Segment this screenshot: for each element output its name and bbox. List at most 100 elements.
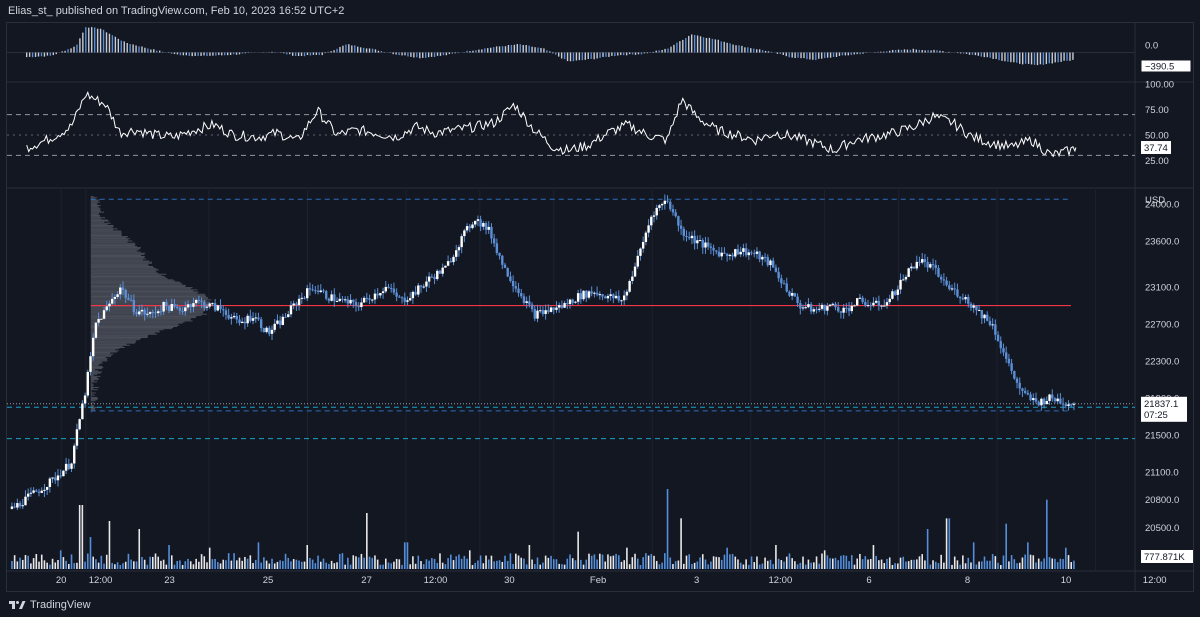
candle-body [950, 288, 954, 290]
candle-body [232, 315, 236, 318]
candle-body [628, 281, 631, 292]
candle-body [818, 308, 821, 310]
candle-body [146, 313, 149, 315]
candle-body [585, 290, 588, 298]
candle-body [774, 267, 778, 272]
candle-body [1045, 400, 1049, 405]
candle-body [246, 315, 249, 324]
candle-body [143, 309, 146, 315]
candle-body [904, 276, 908, 280]
candle-body [484, 223, 488, 230]
candle-body [441, 267, 444, 274]
candle-body [655, 207, 658, 216]
candle-body [604, 296, 607, 299]
candle-body [864, 302, 867, 306]
candle-body [622, 295, 626, 301]
candle-body [896, 289, 900, 295]
candle-body [601, 294, 604, 297]
candle-body [969, 303, 973, 308]
candle-body [723, 252, 726, 254]
candle-body [132, 300, 136, 313]
candle-body [658, 205, 661, 208]
candle-body [341, 298, 344, 300]
candle-body [200, 300, 203, 302]
candle-body [1007, 358, 1011, 364]
candle-body [753, 253, 756, 255]
rsi-line [26, 91, 1077, 158]
candle-body [1034, 398, 1038, 402]
candle-body [579, 293, 583, 300]
candle-body [872, 302, 875, 306]
candle-body [641, 241, 645, 249]
candle-body [541, 310, 545, 314]
candle-body [73, 445, 76, 464]
candle-body [254, 317, 257, 319]
candle-body [175, 306, 179, 308]
candle-body [679, 225, 683, 229]
candle-body [807, 304, 810, 308]
candle-body [788, 291, 791, 296]
candle-body [1048, 394, 1051, 401]
volume-last-badge [1141, 550, 1193, 563]
candle-body [669, 201, 672, 210]
candle-body [330, 294, 333, 301]
candle-body [346, 299, 350, 304]
candle-body [75, 429, 79, 446]
volume-bars [11, 489, 1075, 569]
price-tick-label: 24000.0 [1145, 199, 1179, 210]
candle-body [297, 298, 301, 306]
candlesticks [10, 194, 1076, 510]
candle-body [238, 319, 241, 324]
candle-body [224, 310, 228, 315]
candle-body [815, 309, 818, 311]
candle-body [796, 296, 799, 303]
candle-body [436, 270, 439, 280]
candle-body [449, 261, 453, 263]
candle-body [360, 302, 363, 308]
candle-body [167, 305, 171, 311]
candle-body [961, 298, 965, 300]
candle-body [119, 287, 122, 295]
candle-body [547, 310, 550, 312]
last-price-label: 21837.1 [1144, 399, 1178, 410]
candle-body [945, 280, 948, 286]
candle-body [1040, 398, 1043, 406]
candle-body [1051, 394, 1054, 399]
candle-body [671, 209, 675, 213]
candle-body [555, 307, 558, 310]
candle-body [869, 305, 872, 307]
publisher-line: Elias_st_ published on TradingView.com, … [8, 5, 345, 17]
candle-body [333, 294, 336, 302]
candle-body [194, 299, 198, 304]
candle-body [45, 486, 49, 490]
candle-body [606, 295, 610, 299]
candle-body [265, 327, 268, 333]
candle-body [438, 270, 442, 274]
candle-body [349, 299, 352, 304]
time-tick-label: 8 [965, 575, 970, 586]
grid [60, 190, 1097, 571]
candle-body [717, 251, 721, 257]
candle-body [314, 290, 317, 292]
candle-body [379, 293, 382, 296]
candle-body [48, 478, 52, 487]
candle-body [696, 240, 699, 244]
candle-body [151, 312, 155, 314]
tradingview-logo-icon [9, 601, 26, 609]
footer[interactable]: TradingView [8, 598, 91, 612]
chart-canvas[interactable]: 0.0 −390.5 100.00 75.00 50.00 25.00 37.74 USD24… [7, 23, 1193, 591]
candle-body [883, 305, 886, 307]
chart-area[interactable]: 0.0 −390.5 100.00 75.00 50.00 25.00 37.74 USD 24… [6, 22, 1194, 592]
candle-body [682, 228, 685, 236]
candle-body [365, 297, 369, 299]
candle-body [276, 320, 279, 324]
candle-body [398, 296, 401, 298]
candle-body [222, 309, 225, 311]
candle-body [10, 506, 14, 509]
time-tick-label: 12:00 [424, 575, 448, 586]
candle-body [801, 307, 805, 309]
candle-body [1070, 404, 1073, 406]
candle-body [208, 303, 211, 307]
candle-body [86, 371, 89, 396]
candle-body [295, 303, 298, 306]
